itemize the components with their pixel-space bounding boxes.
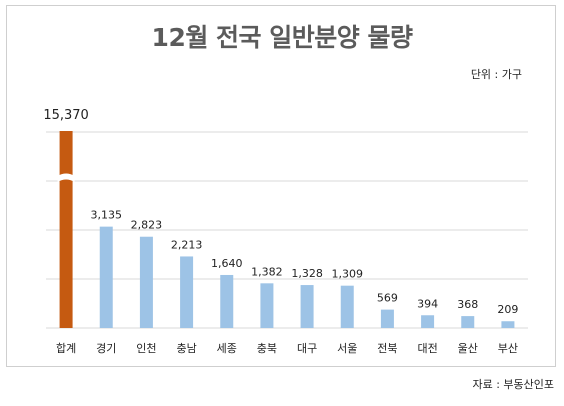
value-label-9: 569 xyxy=(377,292,398,305)
value-label-11: 368 xyxy=(457,298,478,311)
bar-7 xyxy=(300,285,314,328)
unit-note: 단위 : 가구 xyxy=(470,68,522,81)
bars xyxy=(57,131,515,328)
bar-11 xyxy=(461,316,475,328)
value-label-7: 1,328 xyxy=(291,267,323,280)
bar-1 xyxy=(59,131,73,328)
axis-break-mark xyxy=(57,173,75,182)
bar-9 xyxy=(380,309,394,328)
category-label-1: 합계 xyxy=(56,342,76,355)
value-label-3: 2,823 xyxy=(131,219,163,232)
source-note: 자료 : 부동산인포 xyxy=(472,378,554,391)
category-label-11: 울산 xyxy=(458,342,478,355)
category-label-12: 부산 xyxy=(498,342,518,355)
value-label-6: 1,382 xyxy=(251,265,283,278)
bar-2 xyxy=(99,226,113,328)
category-label-5: 세종 xyxy=(217,342,237,355)
category-label-9: 전북 xyxy=(377,342,397,355)
category-label-3: 인천 xyxy=(136,341,156,355)
category-label-10: 대전 xyxy=(417,342,437,355)
bar-5 xyxy=(220,274,234,328)
category-label-6: 충북 xyxy=(257,342,277,355)
value-label-2: 3,135 xyxy=(91,209,123,222)
category-label-4: 충남 xyxy=(176,342,196,355)
chart-title: 12월 전국 일반분양 물량 xyxy=(151,23,413,52)
category-label-2: 경기 xyxy=(96,342,116,355)
value-label-4: 2,213 xyxy=(171,238,203,251)
bar-3 xyxy=(139,236,153,328)
value-label-10: 394 xyxy=(417,297,438,310)
value-label-1: 15,370 xyxy=(43,108,89,123)
gridlines xyxy=(46,131,528,329)
value-label-12: 209 xyxy=(497,303,518,316)
category-label-7: 대구 xyxy=(297,342,317,355)
category-label-8: 서울 xyxy=(337,342,357,355)
category-labels: 합계 경기 인천 충남 세종 충북 대구 서울 전북 대전 울산 부산 xyxy=(56,341,518,355)
bar-6 xyxy=(260,283,274,328)
bar-10 xyxy=(421,315,435,328)
value-label-5: 1,640 xyxy=(211,257,243,270)
value-labels: 15,370 3,135 2,823 2,213 1,640 1,382 1,328 1,30… xyxy=(43,108,518,316)
value-label-8: 1,309 xyxy=(332,268,364,281)
bar-4 xyxy=(180,256,194,328)
bar-8 xyxy=(340,285,354,328)
bar-12 xyxy=(501,321,515,328)
chart-frame xyxy=(6,5,556,367)
